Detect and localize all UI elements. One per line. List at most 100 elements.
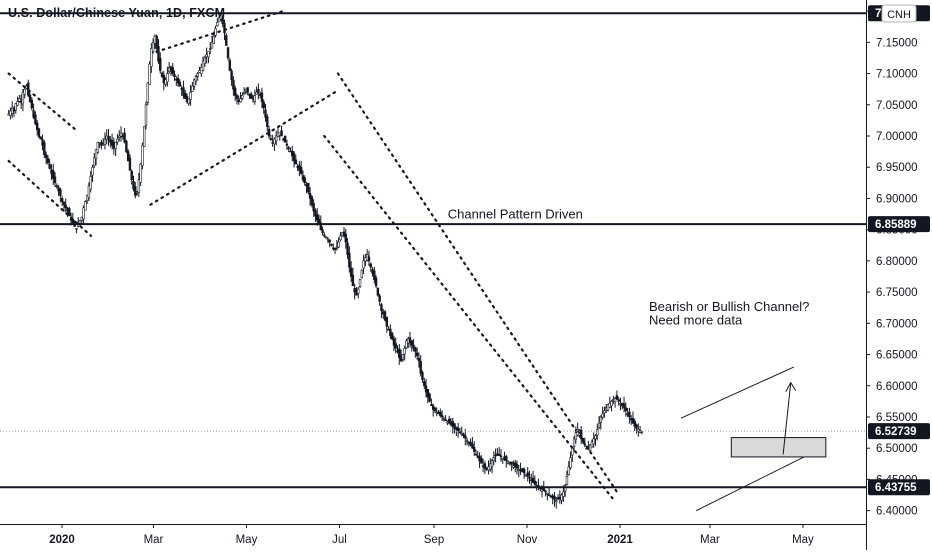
candle-body [565, 475, 569, 485]
candle-body [562, 491, 565, 497]
dotted-trendline[interactable] [336, 72, 619, 494]
candle-body [335, 246, 339, 249]
candle-body [326, 238, 330, 241]
candle-body [210, 42, 214, 49]
candle-body [571, 447, 574, 456]
price-tick-label: 6.60000 [876, 381, 918, 393]
channel-trendline[interactable] [680, 366, 795, 419]
candle-body [292, 152, 296, 162]
candle-body [257, 89, 260, 93]
candle-body [358, 279, 362, 287]
candle-body [119, 132, 123, 137]
candle-body [464, 435, 467, 439]
candle-body [16, 101, 19, 106]
candle-body [310, 196, 314, 205]
candle-body [264, 109, 267, 118]
candle-body [588, 444, 592, 451]
candle-body [312, 203, 315, 212]
candle-body [444, 419, 447, 422]
price-tick-label: 7.00000 [876, 131, 918, 143]
candle-body [428, 393, 431, 402]
candle-body [207, 51, 210, 58]
candle-body [490, 460, 494, 468]
candle-body [394, 343, 397, 349]
price-level-badge [868, 423, 930, 440]
candle-body [225, 35, 228, 46]
symbol-badge-text: CNH [887, 9, 911, 21]
candle-body [203, 57, 207, 64]
candle-body [414, 347, 417, 352]
candle-body [308, 193, 312, 199]
candle-body [30, 99, 34, 109]
candle-body [497, 454, 501, 456]
symbol-badge[interactable] [881, 4, 917, 23]
price-tick-label: 6.50000 [876, 443, 918, 455]
candle-body [39, 136, 42, 140]
candle-body [419, 361, 422, 374]
candle-body [283, 135, 287, 143]
candle-body [23, 88, 26, 95]
dotted-trendline[interactable] [323, 134, 614, 500]
candle-body [637, 429, 640, 432]
candle-body [192, 79, 196, 87]
candle-body [285, 143, 289, 146]
candle-body [528, 476, 531, 479]
candle-body [233, 87, 237, 96]
candle-body [44, 154, 48, 159]
candle-body [401, 354, 405, 360]
candle-body [610, 401, 613, 406]
candle-body [78, 219, 82, 224]
candle-body [91, 166, 94, 176]
time-tick-label: May [792, 534, 814, 546]
channel-trendline[interactable] [696, 453, 810, 512]
candle-body [592, 438, 595, 445]
candle-body [633, 421, 636, 427]
candle-body [471, 443, 474, 449]
candle-body [339, 235, 342, 240]
candle-body [492, 457, 496, 462]
candle-body [55, 185, 59, 188]
candle-body [125, 140, 128, 152]
price-tick-label: 6.95000 [876, 162, 918, 174]
candle-body [139, 163, 142, 183]
candle-body [242, 91, 246, 94]
candle-body [269, 138, 273, 140]
candle-body [572, 438, 576, 447]
candle-body [369, 263, 372, 268]
candle-body [96, 141, 100, 153]
candle-body [553, 495, 556, 500]
candle-body [590, 441, 594, 448]
candle-body [132, 181, 135, 190]
candle-body [374, 277, 378, 287]
dotted-trendline[interactable] [155, 10, 285, 53]
projection-arrow-head [785, 381, 797, 392]
dotted-trendline[interactable] [7, 72, 77, 131]
candle-body [389, 328, 392, 337]
candle-body [594, 435, 597, 440]
candle-body [266, 116, 269, 127]
time-tick-label: Nov [517, 534, 538, 546]
time-tick-label: Mar [700, 534, 720, 546]
candle-body [93, 157, 96, 167]
candle-body [230, 70, 233, 81]
support-zone[interactable] [730, 437, 827, 458]
candle-body [390, 332, 394, 340]
candle-body [403, 347, 406, 355]
candle-body [546, 492, 549, 495]
candle-body [351, 274, 355, 287]
candle-body [324, 236, 328, 239]
candle-body [423, 381, 426, 387]
candle-body [114, 141, 117, 150]
time-tick-label: 2020 [49, 534, 75, 546]
candle-body [151, 42, 155, 52]
candle-body [171, 67, 174, 74]
projection-arrow[interactable] [782, 382, 792, 455]
candle-body [130, 170, 133, 181]
candle-body [624, 407, 628, 412]
price-level-badge [868, 479, 930, 496]
candle-body [280, 130, 283, 137]
candle-body [424, 385, 428, 393]
time-tick-label: May [236, 534, 258, 546]
candle-body [515, 464, 519, 469]
